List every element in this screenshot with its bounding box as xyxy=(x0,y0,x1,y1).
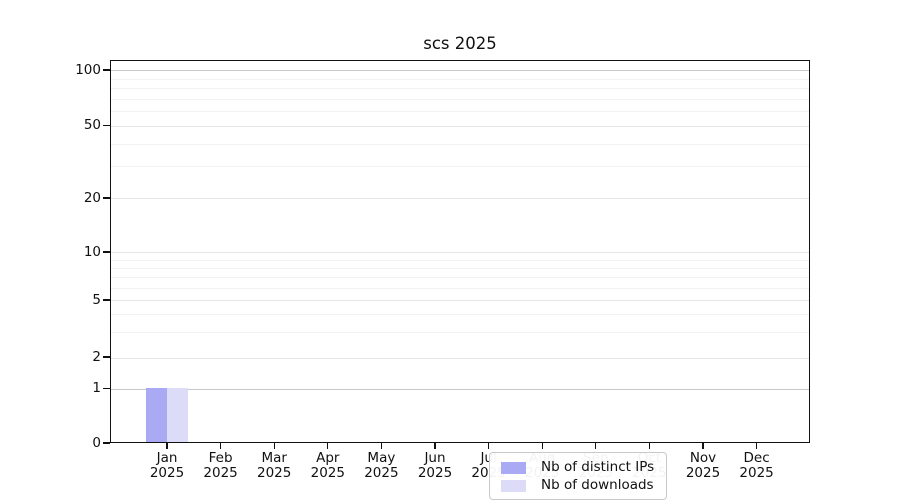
x-tick-mark-nov-2025 xyxy=(702,443,704,449)
x-tick-label-nov-2025: Nov 2025 xyxy=(658,451,748,480)
y-tick-mark-0 xyxy=(103,442,110,444)
gridline-minor-90 xyxy=(111,78,809,80)
x-tick-mark-feb-2025 xyxy=(220,443,222,449)
x-tick-mark-may-2025 xyxy=(380,443,382,449)
y-tick-label-5: 5 xyxy=(92,291,101,308)
x-tick-label-year: 2025 xyxy=(310,464,345,481)
x-tick-mark-sep-2025 xyxy=(595,443,597,449)
x-tick-label-month: Dec xyxy=(743,450,770,466)
gridline-major-50 xyxy=(111,125,809,127)
x-tick-label-month: Mar xyxy=(261,450,287,466)
y-tick-label-10: 10 xyxy=(83,243,101,260)
gridline-minor-4 xyxy=(111,314,809,316)
gridline-major-1 xyxy=(111,388,809,390)
y-tick-mark-10 xyxy=(103,251,110,253)
x-tick-label-month: Apr xyxy=(316,450,340,466)
gridline-major-5 xyxy=(111,300,809,302)
legend-row-nb-of-distinct-ips: Nb of distinct IPs xyxy=(501,460,656,475)
x-tick-label-dec-2025: Dec 2025 xyxy=(712,451,802,480)
gridline-minor-80 xyxy=(111,88,809,90)
x-tick-label-jun-2025: Jun 2025 xyxy=(390,451,480,480)
y-tick-mark-50 xyxy=(103,124,110,127)
legend-label: Nb of downloads xyxy=(541,477,654,493)
plot-area: Nb of distinct IPs Nb of downloads xyxy=(110,60,810,500)
bar-nb-of-downloads-jan-2025 xyxy=(167,387,188,442)
gridline-minor-30 xyxy=(111,166,809,168)
legend-label: Nb of distinct IPs xyxy=(541,459,655,475)
y-tick-label-2: 2 xyxy=(92,349,101,366)
gridline-major-2 xyxy=(111,357,809,359)
x-tick-mark-jan-2025 xyxy=(166,443,168,449)
x-tick-mark-jun-2025 xyxy=(434,443,436,449)
x-tick-label-year: 2025 xyxy=(685,464,721,481)
y-tick-label-1: 1 xyxy=(92,380,101,397)
x-tick-label-year: 2025 xyxy=(257,464,292,481)
y-tick-label-20: 20 xyxy=(83,189,101,206)
x-tick-label-mar-2025: Mar 2025 xyxy=(229,451,319,480)
gridline-major-20 xyxy=(111,198,809,200)
x-tick-label-year: 2025 xyxy=(149,464,185,481)
y-tick-mark-1 xyxy=(103,387,110,390)
gridline-major-100 xyxy=(111,70,809,72)
gridline-minor-6 xyxy=(111,287,809,289)
x-tick-mark-jul-2025 xyxy=(488,443,490,449)
x-tick-mark-aug-2025 xyxy=(541,443,543,449)
gridline-minor-7 xyxy=(111,277,809,279)
legend: Nb of distinct IPs Nb of downloads xyxy=(489,452,667,500)
gridline-minor-40 xyxy=(111,143,809,145)
x-tick-label-month: Feb xyxy=(208,450,233,466)
x-tick-label-jan-2025: Jan 2025 xyxy=(122,451,212,480)
x-tick-label-month: Jan xyxy=(156,450,178,466)
x-tick-mark-mar-2025 xyxy=(273,443,275,449)
legend-swatch-icon xyxy=(501,479,526,492)
x-tick-label-month: Jun xyxy=(424,450,446,466)
y-tick-mark-100 xyxy=(103,69,110,71)
x-tick-label-year: 2025 xyxy=(364,464,399,481)
x-tick-label-month: May xyxy=(367,450,396,466)
y-tick-mark-5 xyxy=(103,299,110,301)
x-tick-label-month: Nov xyxy=(689,450,717,466)
gridline-minor-3 xyxy=(111,332,809,334)
y-tick-label-50: 50 xyxy=(83,117,101,134)
x-tick-label-feb-2025: Feb 2025 xyxy=(176,451,266,480)
gridline-major-10 xyxy=(111,252,809,254)
x-tick-label-year: 2025 xyxy=(203,464,238,481)
gridline-minor-9 xyxy=(111,259,809,261)
gridline-minor-70 xyxy=(111,99,809,101)
y-tick-label-0: 0 xyxy=(92,435,101,451)
gridline-minor-8 xyxy=(111,267,809,269)
x-tick-label-may-2025: May 2025 xyxy=(336,451,426,480)
x-tick-label-apr-2025: Apr 2025 xyxy=(283,451,373,480)
legend-swatch-icon xyxy=(501,461,526,474)
x-tick-mark-dec-2025 xyxy=(756,443,758,449)
x-tick-label-year: 2025 xyxy=(417,464,453,481)
y-tick-label-100: 100 xyxy=(75,61,101,78)
bar-nb-of-distinct-ips-jan-2025 xyxy=(146,387,167,442)
y-tick-mark-2 xyxy=(103,356,110,358)
x-tick-mark-oct-2025 xyxy=(648,443,650,449)
legend-row-nb-of-downloads: Nb of downloads xyxy=(501,478,656,493)
chart-title: scs 2025 xyxy=(423,34,497,53)
y-tick-mark-20 xyxy=(103,197,110,199)
x-tick-label-year: 2025 xyxy=(739,464,774,481)
gridline-minor-60 xyxy=(111,111,809,113)
x-tick-mark-apr-2025 xyxy=(327,443,329,449)
